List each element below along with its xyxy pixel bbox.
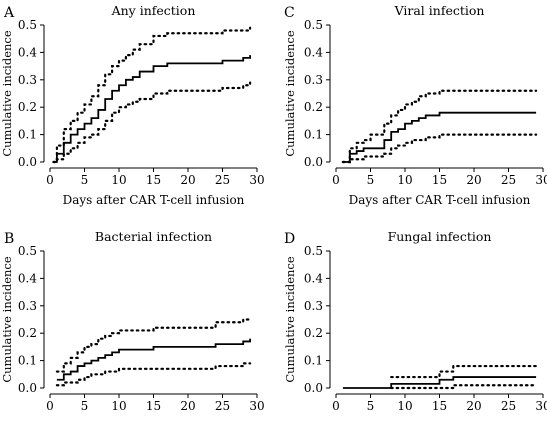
panel-d-title: Fungal infection: [388, 229, 492, 244]
panel-a-x-tick-label: 20: [180, 173, 195, 187]
panel-c-y-tick-label: 0.4: [304, 45, 323, 59]
panel-b-y-tick-label: 0.2: [18, 326, 37, 340]
panel-b-y-tick-label: 0.3: [18, 299, 37, 313]
panel-c-x-tick-label: 10: [397, 173, 412, 187]
panel-d-y-tick-label: 0.5: [304, 244, 323, 258]
panel-c-x-tick-label: 25: [501, 173, 516, 187]
panel-c-y-label: Cumulative incidence: [283, 30, 297, 157]
panel-a-series-lower: [52, 81, 252, 164]
panel-a-y-tick-label: 0.5: [18, 18, 37, 32]
panel-a-series-estimate: [53, 55, 251, 163]
panel-c-x-tick-label: 30: [535, 173, 547, 187]
panel-c-x-tick-label: 20: [466, 173, 481, 187]
panel-a-x-tick-label: 0: [46, 173, 54, 187]
panel-b-y-tick-label: 0.5: [18, 244, 37, 258]
panel-a-x-tick-label: 15: [146, 173, 161, 187]
panel-d-x-tick-label: 25: [501, 399, 516, 413]
panel-a-x-tick-label: 5: [81, 173, 89, 187]
panel-c-y-tick-label: 0.5: [304, 18, 323, 32]
panel-a-x-tick-label: 10: [111, 173, 126, 187]
panel-b-x-tick-label: 10: [111, 399, 126, 413]
panel-b-series-lower: [55, 362, 252, 387]
panel-c-x-tick-label: 15: [432, 173, 447, 187]
panel-c-letter: C: [284, 5, 295, 21]
panel-d-series-upper: [390, 364, 538, 379]
panel-c-y-tick-label: 0.1: [304, 128, 323, 142]
panel-d-x-tick-label: 0: [332, 399, 340, 413]
panel-d-x-tick-label: 15: [432, 399, 447, 413]
panel-a-y-tick-label: 0.3: [18, 73, 37, 87]
panel-d-y-tick-label: 0.0: [304, 381, 323, 395]
panel-b-series-upper: [55, 318, 252, 373]
panel-c-series-upper: [341, 89, 538, 164]
panel-a-letter: A: [3, 5, 15, 21]
panel-b-y-label: Cumulative incidence: [0, 256, 14, 383]
panel-c-y-tick-label: 0.0: [304, 155, 323, 169]
panel-b-x-tick-label: 30: [249, 399, 264, 413]
panel-d-y-label: Cumulative incidence: [283, 256, 297, 383]
panel-b-x-tick-label: 5: [81, 399, 89, 413]
panel-b-letter: B: [4, 231, 14, 247]
panel-d-x-tick-label: 20: [466, 399, 481, 413]
panel-b-x-tick-label: 0: [46, 399, 54, 413]
panel-a-x-label: Days after CAR T-cell infusion: [63, 193, 245, 207]
panel-c-x-tick-label: 5: [367, 173, 375, 187]
panel-b-series-estimate: [56, 338, 251, 381]
panel-d-x-tick-label: 30: [535, 399, 547, 413]
panel-c-series-lower: [341, 133, 538, 164]
panel-c-y-tick-label: 0.2: [304, 100, 323, 114]
panel-c-x-label: Days after CAR T-cell infusion: [349, 193, 531, 207]
panel-d-y-tick-label: 0.2: [304, 326, 323, 340]
panel-a-y-label: Cumulative incidence: [0, 30, 14, 157]
panel-a-series-upper: [52, 26, 252, 164]
panel-a-y-tick-label: 0.2: [18, 100, 37, 114]
panel-d-y-tick-label: 0.3: [304, 299, 323, 313]
panel-b-y-tick-label: 0.0: [18, 381, 37, 395]
panel-d-y-tick-label: 0.4: [304, 271, 323, 285]
panel-a-y-tick-label: 0.0: [18, 155, 37, 169]
panel-d-series-lower: [390, 384, 538, 390]
panel-b-x-tick-label: 15: [146, 399, 161, 413]
panel-c-series-estimate: [342, 111, 537, 163]
panel-b-y-tick-label: 0.4: [18, 271, 37, 285]
panel-b-x-tick-label: 25: [215, 399, 230, 413]
panel-c-x-tick-label: 0: [332, 173, 340, 187]
panel-b-x-tick-label: 20: [180, 399, 195, 413]
panel-d-letter: D: [284, 231, 295, 247]
panel-a-x-tick-label: 30: [249, 173, 264, 187]
panel-d-x-tick-label: 10: [397, 399, 412, 413]
panel-b-y-tick-label: 0.1: [18, 354, 37, 368]
panel-b-title: Bacterial infection: [95, 229, 212, 244]
panel-d-y-tick-label: 0.1: [304, 354, 323, 368]
panel-d-x-tick-label: 5: [367, 399, 375, 413]
panel-c-y-tick-label: 0.3: [304, 73, 323, 87]
panel-a-x-tick-label: 25: [215, 173, 230, 187]
panel-a-title: Any infection: [111, 3, 196, 18]
panel-c-title: Viral infection: [394, 3, 485, 18]
panel-a-y-tick-label: 0.1: [18, 128, 37, 142]
panel-a-y-tick-label: 0.4: [18, 45, 37, 59]
